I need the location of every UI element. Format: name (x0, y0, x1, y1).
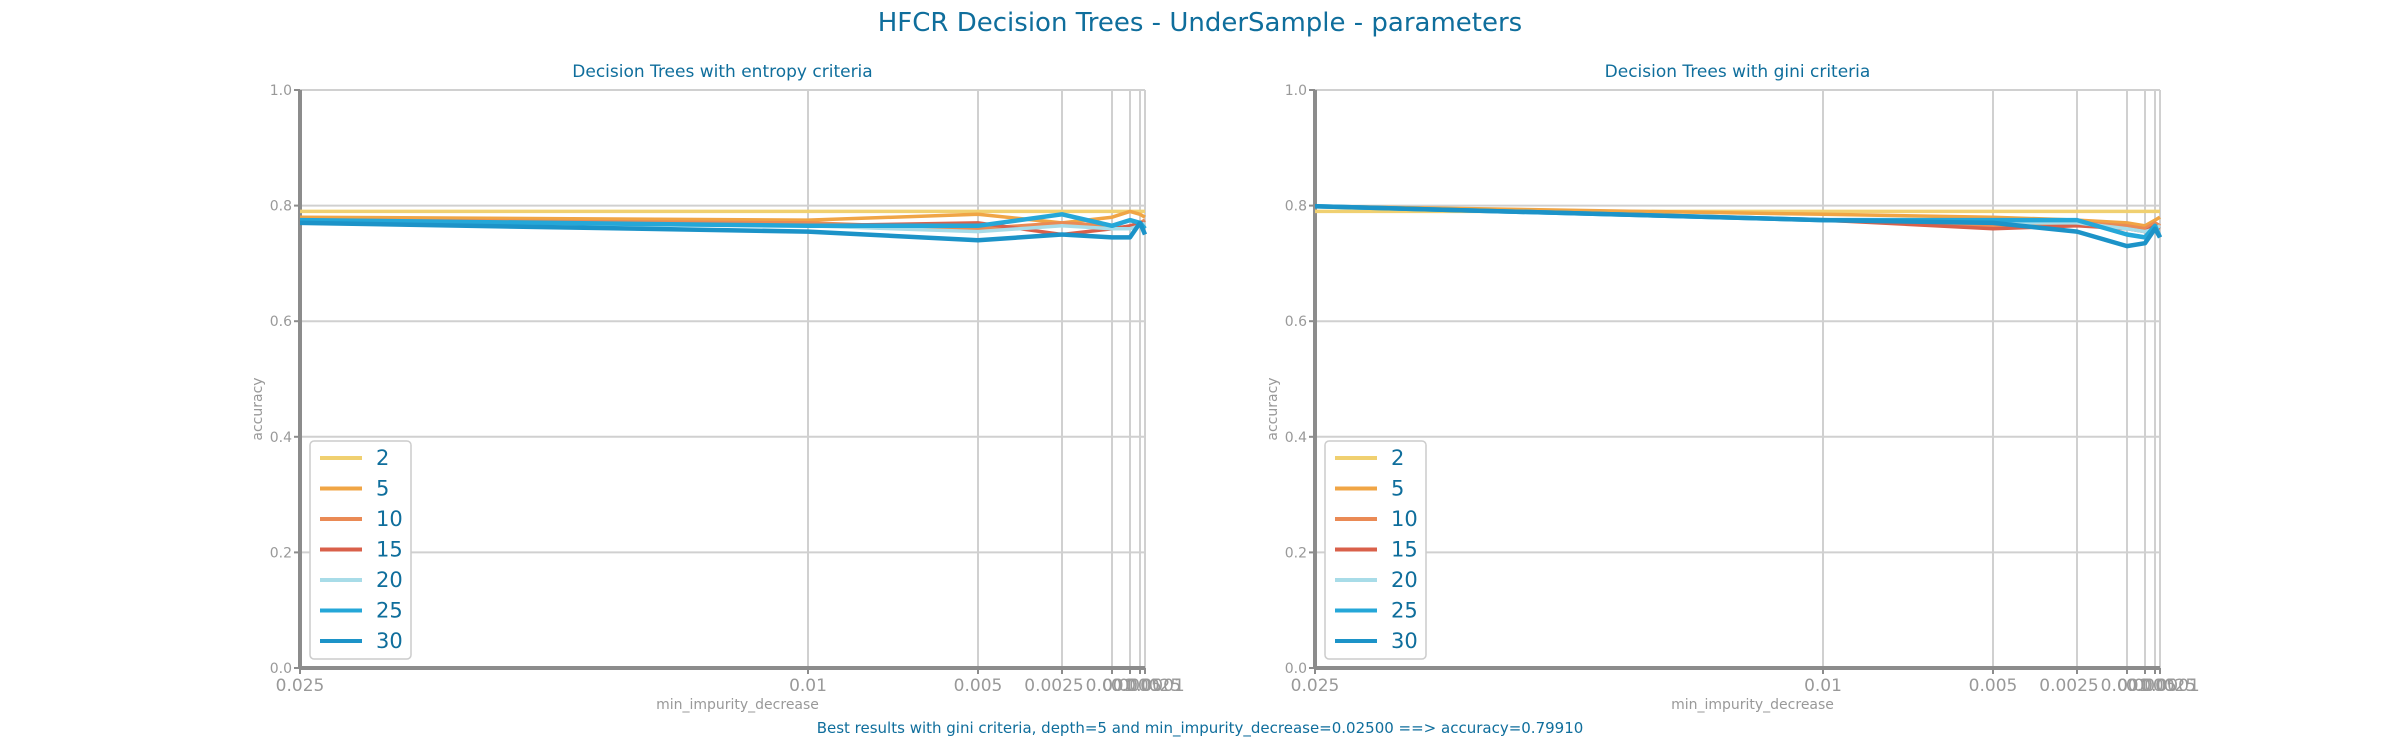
x-tick-label: 0.001 (1086, 676, 1135, 696)
legend-label: 30 (376, 629, 403, 653)
series-line-depth-30 (1314, 203, 2162, 249)
y-tick-label: 0.6 (270, 314, 292, 330)
legend-label: 5 (1391, 477, 1404, 501)
series-line-depth-30 (299, 220, 1148, 243)
y-tick-label: 1.0 (1285, 83, 1307, 99)
x-tick-label: 0.0025 (2039, 676, 2098, 696)
x-axis-label: min_impurity_decrease (1671, 697, 1834, 713)
y-tick-label: 0.0 (270, 661, 292, 677)
best-results-caption: Best results with gini criteria, depth=5… (816, 719, 1584, 737)
y-tick-label: 0.8 (270, 199, 292, 215)
x-tick-label: 0.005 (954, 676, 1003, 696)
legend-label: 2 (1391, 446, 1404, 470)
legend-label: 10 (1391, 507, 1418, 531)
y-tick-label: 0.0 (1285, 661, 1307, 677)
y-tick-label: 0.6 (1285, 314, 1307, 330)
legend-label: 20 (1391, 568, 1418, 592)
x-tick-label: 0.01 (1804, 676, 1842, 696)
legend-label: 30 (1391, 629, 1418, 653)
x-tick-label: 0.0025 (1024, 676, 1083, 696)
y-tick-label: 0.4 (1285, 430, 1307, 446)
y-tick-label: 0.4 (270, 430, 292, 446)
legend-label: 15 (376, 538, 403, 562)
subplot-title: Decision Trees with gini criteria (1605, 62, 1871, 82)
x-tick-label: 0.0005 (1102, 676, 1161, 696)
legend-label: 2 (376, 446, 389, 470)
x-tick-label: 0.025 (1291, 676, 1340, 696)
legend-label: 10 (376, 507, 403, 531)
subplot-title: Decision Trees with entropy criteria (572, 62, 872, 82)
x-tick-label: 0.0001 (2140, 676, 2199, 696)
x-tick-label: 0.001 (2101, 676, 2150, 696)
legend-label: 5 (376, 477, 389, 501)
figure-title: HFCR Decision Trees - UnderSample - para… (877, 8, 1523, 38)
x-tick-label: 0.025 (276, 676, 325, 696)
legend-label: 25 (376, 599, 403, 623)
y-axis-label: accuracy (1265, 377, 1281, 440)
x-axis-label: min_impurity_decrease (656, 697, 819, 713)
series-line-depth-5 (1314, 204, 2161, 228)
y-tick-label: 0.2 (270, 545, 292, 561)
x-tick-label: 0.00025 (2126, 676, 2196, 696)
y-axis-label: accuracy (250, 377, 266, 440)
x-tick-label: 0.00025 (1111, 676, 1181, 696)
y-tick-label: 0.8 (1285, 199, 1307, 215)
x-tick-label: 0.0001 (1125, 676, 1184, 696)
x-tick-label: 0.0005 (2117, 676, 2176, 696)
legend-label: 15 (1391, 538, 1418, 562)
legend-label: 25 (1391, 599, 1418, 623)
y-tick-label: 1.0 (270, 83, 292, 99)
y-tick-label: 0.2 (1285, 545, 1307, 561)
chart-panel-entropy: Decision Trees with entropy criteria0.00… (250, 62, 1185, 713)
x-tick-label: 0.005 (1969, 676, 2018, 696)
chart-panel-gini: Decision Trees with gini criteria 0.0 0.2 0… (1265, 62, 2200, 713)
x-tick-label: 0.01 (789, 676, 827, 696)
legend-label: 20 (376, 568, 403, 592)
